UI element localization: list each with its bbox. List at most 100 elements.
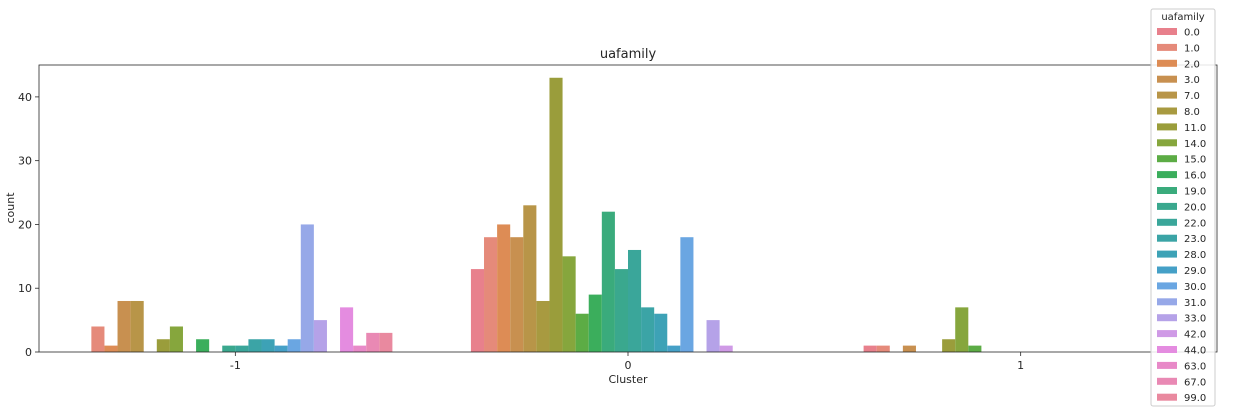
bar-0-0.0 <box>470 269 485 352</box>
legend-swatch <box>1157 43 1177 51</box>
bar-0-30.0 <box>680 237 694 352</box>
y-axis-label: count <box>4 192 17 224</box>
y-tick-label: 0 <box>25 346 32 359</box>
bar--1-63.0 <box>353 345 367 352</box>
bar-0-16.0 <box>588 294 602 352</box>
bar-0-14.0 <box>562 256 576 352</box>
legend-label: 22.0 <box>1184 218 1206 229</box>
bar--1-30.0 <box>287 339 301 352</box>
legend-swatch <box>1157 91 1177 99</box>
legend-swatch <box>1157 202 1177 210</box>
bar--1-20.0 <box>222 345 236 352</box>
y-tick-label: 40 <box>18 91 32 104</box>
bar--1-99.0 <box>379 332 393 352</box>
legend-swatch <box>1157 330 1177 338</box>
bar-0-33.0 <box>706 320 720 352</box>
legend-label: 99.0 <box>1184 393 1206 404</box>
legend-label: 28.0 <box>1184 250 1206 261</box>
bar--1-44.0 <box>340 307 354 352</box>
x-tick-label: -1 <box>230 359 241 372</box>
bar--1-11.0 <box>156 339 170 352</box>
bar--1-1.0 <box>91 326 105 352</box>
legend-swatch <box>1157 377 1177 385</box>
legend-swatch <box>1157 218 1177 226</box>
bar-0-15.0 <box>575 313 589 352</box>
legend-swatch <box>1157 28 1177 35</box>
legend-swatch <box>1157 346 1177 353</box>
x-tick-label: 1 <box>1017 359 1024 372</box>
legend-label: 67.0 <box>1184 377 1206 388</box>
legend-label: 63.0 <box>1184 361 1206 372</box>
legend-label: 7.0 <box>1184 91 1200 102</box>
legend-swatch <box>1157 282 1177 290</box>
bar-0-28.0 <box>654 313 668 352</box>
legend-label: 42.0 <box>1184 330 1206 341</box>
x-tick-label: 0 <box>625 359 632 372</box>
bar--1-3.0 <box>117 300 131 352</box>
legend-label: 1.0 <box>1184 43 1200 54</box>
legend-swatch <box>1157 314 1177 322</box>
legend-label: 16.0 <box>1184 171 1206 182</box>
bar-0-3.0 <box>510 237 524 352</box>
x-axis: -1 0 1 <box>230 352 1024 372</box>
bar--1-29.0 <box>274 345 288 352</box>
legend-swatch <box>1157 250 1177 258</box>
legend-label: 0.0 <box>1184 28 1200 39</box>
bar--1-16.0 <box>196 339 210 352</box>
bar-0-8.0 <box>536 300 550 352</box>
legend-label: 11.0 <box>1184 123 1206 134</box>
legend-swatch <box>1157 361 1177 369</box>
legend-swatch <box>1157 59 1177 67</box>
legend-title: uafamily <box>1161 12 1204 23</box>
y-tick-label: 10 <box>18 282 32 295</box>
legend-items: 0.0 1.0 2.0 3.0 7.0 8.0 11.0 14.0 15.0 16.0 19.0 20… <box>1157 28 1206 404</box>
bar--1-14.0 <box>169 326 183 352</box>
bar--1-33.0 <box>313 320 327 352</box>
bar-0-20.0 <box>614 269 628 352</box>
bar--1-67.0 <box>366 332 380 352</box>
bar--1-7.0 <box>130 300 144 352</box>
bar-0-22.0 <box>628 249 642 352</box>
legend-swatch <box>1157 155 1177 163</box>
bars-group <box>91 77 982 352</box>
legend-swatch <box>1157 123 1177 131</box>
bar--1-22.0 <box>235 345 249 352</box>
legend-label: 20.0 <box>1184 202 1206 213</box>
bar-0-23.0 <box>641 307 655 352</box>
bar-0-42.0 <box>719 345 733 352</box>
legend-label: 2.0 <box>1184 59 1200 70</box>
legend-label: 19.0 <box>1184 187 1206 198</box>
legend-swatch <box>1157 234 1177 242</box>
bar-1-14.0 <box>955 307 969 352</box>
bar--1-2.0 <box>104 345 118 352</box>
legend-swatch <box>1157 107 1177 115</box>
legend-label: 8.0 <box>1184 107 1200 118</box>
bar-0-19.0 <box>601 211 615 352</box>
legend-label: 44.0 <box>1184 346 1206 357</box>
y-tick-label: 20 <box>18 218 32 231</box>
legend-label: 3.0 <box>1184 75 1200 86</box>
bar-1-3.0 <box>902 345 916 352</box>
legend-label: 30.0 <box>1184 282 1206 293</box>
legend-label: 14.0 <box>1184 139 1206 150</box>
legend-swatch <box>1157 139 1177 147</box>
legend-swatch <box>1157 171 1177 179</box>
legend-swatch <box>1157 75 1177 83</box>
bar-0-11.0 <box>549 77 563 352</box>
legend-label: 23.0 <box>1184 234 1206 245</box>
legend-label: 29.0 <box>1184 266 1206 277</box>
legend-label: 15.0 <box>1184 155 1206 166</box>
bar-0-7.0 <box>523 205 537 352</box>
bar-1-0.0 <box>863 345 877 352</box>
legend-label: 33.0 <box>1184 314 1206 325</box>
bar--1-23.0 <box>248 339 262 352</box>
legend-label: 31.0 <box>1184 298 1206 309</box>
legend-swatch <box>1157 298 1177 306</box>
bar-1-15.0 <box>968 345 982 352</box>
bar--1-31.0 <box>300 224 314 352</box>
chart-title: uafamily <box>600 47 657 62</box>
y-axis: 0 10 20 30 40 <box>18 91 39 359</box>
legend: uafamily 0.0 1.0 2.0 3.0 7.0 8.0 11.0 14.0 15.0 1… <box>1150 8 1216 407</box>
bar-0-2.0 <box>497 224 511 352</box>
